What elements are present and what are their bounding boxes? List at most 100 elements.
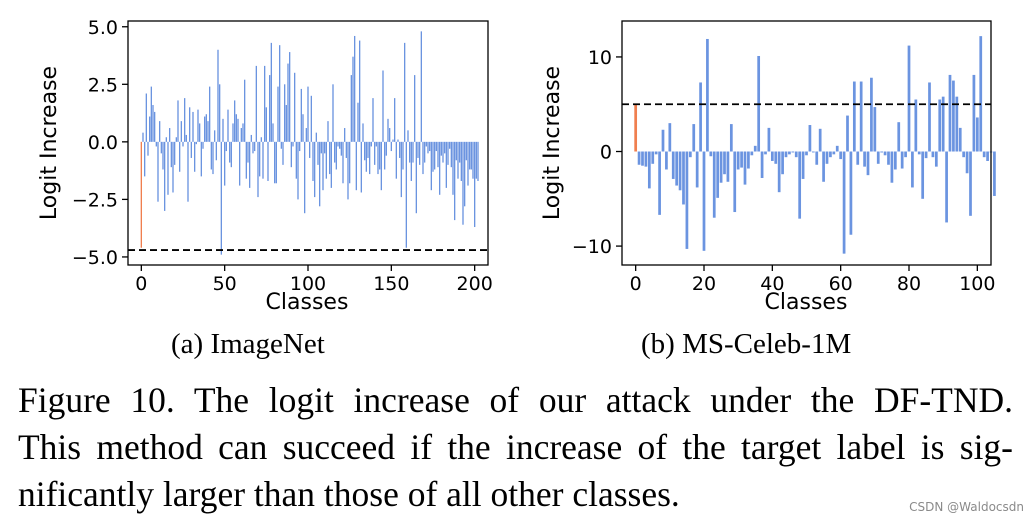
ms-celeb-bar-74 — [887, 151, 890, 165]
imagenet-bar-131 — [359, 40, 361, 142]
ms-celeb-bar-8 — [661, 129, 665, 152]
ms-celeb-bar-1 — [637, 151, 641, 165]
imagenet-bar-27 — [185, 134, 187, 142]
subcaption-b-name: MS-Celeb-1M — [682, 328, 852, 360]
ms-celeb-bar-93 — [952, 80, 955, 152]
ms-celeb-bar-81 — [911, 151, 914, 188]
imagenet-bar-103 — [312, 141, 314, 181]
imagenet-bar-79 — [272, 123, 274, 142]
imagenet-bar-111 — [325, 141, 327, 179]
ms-celeb-bar-87 — [931, 151, 935, 158]
ms-celeb-bar-73 — [883, 151, 887, 156]
y-ticks-imagenet: 5.0 2.5 0.0 −2.5 −5.0 — [72, 17, 128, 269]
imagenet-bar-201 — [475, 141, 477, 179]
subcaption-b: (b) MS-Celeb-1M — [641, 328, 851, 361]
imagenet-bar-134 — [364, 141, 366, 161]
ms-celeb-bar-91 — [945, 151, 948, 223]
ms-celeb-bar-99 — [972, 74, 976, 152]
imagenet-bar-8 — [154, 111, 156, 142]
imagenet-bar-119 — [339, 141, 341, 149]
imagenet-bar-46 — [217, 49, 219, 142]
ms-celeb-bar-50 — [805, 151, 808, 156]
imagenet-bar-62 — [244, 79, 246, 142]
ms-celeb-y-tick-label: 10 — [588, 47, 612, 69]
ms-celeb-bar-3 — [644, 151, 648, 167]
imagenet-bar-193 — [462, 141, 464, 225]
imagenet-bar-149 — [389, 128, 391, 142]
imagenet-bar-133 — [362, 123, 364, 142]
imagenet-bar-145 — [382, 70, 384, 142]
ms-celeb-bar-75 — [890, 151, 894, 183]
imagenet-bar-168 — [420, 31, 422, 142]
imagenet-bar-95 — [299, 141, 301, 152]
imagenet-bar-39 — [205, 114, 207, 142]
imagenet-bar-185 — [449, 141, 451, 149]
ms-celeb-bar-0 — [634, 104, 638, 152]
subcaption-a-label: (a) — [171, 328, 204, 360]
imagenet-bar-114 — [330, 141, 332, 188]
ms-celeb-bar-97 — [965, 151, 969, 174]
imagenet-bar-14 — [164, 141, 166, 211]
imagenet-x-tick-label: 100 — [290, 273, 326, 295]
imagenet-bar-181 — [442, 141, 444, 163]
watermark: CSDN @Waldocsdn — [909, 500, 1024, 514]
imagenet-bar-150 — [390, 141, 392, 152]
imagenet-bar-75 — [265, 107, 267, 142]
imagenet-bar-189 — [455, 141, 457, 161]
imagenet-bar-132 — [360, 141, 362, 193]
ms-celeb-bar-14 — [682, 151, 685, 205]
imagenet-bar-188 — [454, 141, 456, 221]
ms-celeb-bar-28 — [729, 124, 733, 152]
imagenet-bar-33 — [195, 141, 197, 145]
imagenet-bar-127 — [352, 56, 354, 142]
ms-celeb-bar-27 — [726, 151, 730, 182]
ms-celeb-bar-89 — [938, 99, 942, 152]
imagenet-bar-82 — [277, 86, 279, 142]
imagenet-bar-125 — [349, 141, 351, 184]
ms-celeb-bar-60 — [839, 151, 843, 160]
ms-celeb-bar-20 — [702, 151, 706, 251]
imagenet-bar-146 — [384, 141, 386, 170]
imagenet-bar-144 — [380, 141, 382, 191]
imagenet-bar-141 — [375, 141, 377, 147]
imagenet-bar-76 — [267, 141, 269, 181]
imagenet-bar-169 — [422, 141, 424, 175]
ms-celeb-x-tick-label: 60 — [829, 273, 853, 295]
imagenet-bar-34 — [197, 109, 199, 142]
imagenet-bar-157 — [402, 141, 404, 170]
imagenet-bar-156 — [400, 141, 402, 198]
imagenet-bar-172 — [427, 141, 429, 154]
imagenet-bar-94 — [297, 141, 299, 200]
imagenet-bar-202 — [477, 141, 479, 181]
ms-celeb-bar-26 — [723, 151, 726, 175]
imagenet-bar-165 — [415, 141, 417, 214]
imagenet-bar-0 — [140, 141, 142, 248]
imagenet-bar-63 — [245, 141, 247, 179]
imagenet-bar-106 — [317, 141, 319, 165]
imagenet-bar-41 — [209, 86, 211, 142]
chart-ms-celeb: 100−10 0 20 40 60 80 100 Logit Increase Class… — [540, 20, 996, 315]
imagenet-bar-174 — [430, 141, 432, 191]
ms-celeb-bar-7 — [658, 151, 661, 215]
ms-celeb-bar-24 — [716, 151, 720, 198]
caption-line-3: nificantly larger than those of all othe… — [18, 474, 680, 514]
imagenet-bar-182 — [444, 141, 446, 154]
imagenet-bar-170 — [424, 141, 426, 163]
ms-celeb-bar-85 — [924, 151, 928, 159]
imagenet-bar-129 — [355, 141, 357, 191]
imagenet-bar-194 — [464, 141, 466, 207]
ms-celeb-bar-80 — [907, 45, 911, 152]
imagenet-bar-69 — [255, 65, 257, 142]
ms-celeb-bar-96 — [962, 151, 966, 158]
imagenet-bar-118 — [337, 141, 339, 147]
ms-celeb-bar-100 — [975, 117, 979, 152]
ms-celeb-bar-23 — [712, 151, 716, 218]
ms-celeb-bar-12 — [675, 151, 679, 186]
imagenet-y-tick-label: 2.5 — [88, 74, 118, 96]
imagenet-bar-98 — [304, 141, 306, 214]
ms-celeb-bar-95 — [958, 127, 962, 152]
ms-celeb-x-tick-label: 20 — [692, 273, 716, 295]
ms-celeb-bar-58 — [832, 151, 836, 155]
imagenet-bar-80 — [274, 141, 276, 184]
imagenet-bar-199 — [472, 141, 474, 179]
